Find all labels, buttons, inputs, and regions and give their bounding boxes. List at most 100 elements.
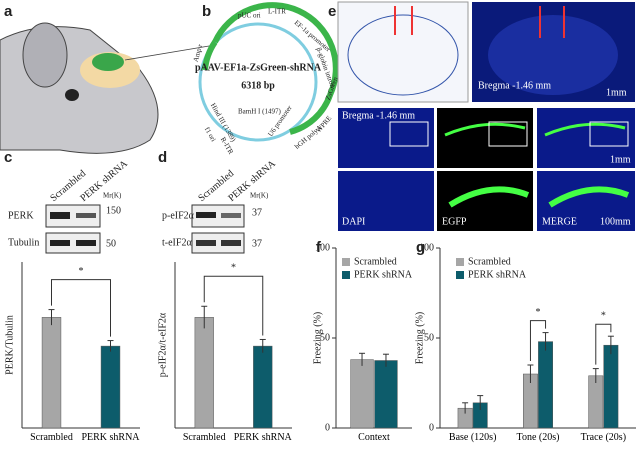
bar <box>100 345 121 429</box>
band <box>50 212 70 219</box>
plasmid-map <box>198 2 339 142</box>
plasmid-feature: BamH I (1497) <box>238 108 281 116</box>
band <box>196 240 216 246</box>
y-axis-label: PERK/Tubulin <box>4 315 15 375</box>
blot-row-label: PERK <box>8 210 34 221</box>
legend-label: PERK shRNA <box>354 269 413 280</box>
significance-label: * <box>536 307 541 318</box>
x-label-box: Tone (20s) <box>516 432 560 443</box>
significance-bracket <box>595 323 612 365</box>
y-tick-label: 0 <box>325 422 330 433</box>
plasmid-feature: f1 ori <box>203 126 218 143</box>
legend-label: Scrambled <box>354 256 397 267</box>
plasmid-size: 6318 bp <box>241 80 275 91</box>
x-label-box: PERK shRNA <box>81 432 140 443</box>
y-axis-label: Freezing (%) <box>414 312 425 364</box>
x-label-box: Scrambled <box>30 432 73 443</box>
band <box>76 240 96 246</box>
blot-row-label: t-eIF2α <box>162 237 192 248</box>
x-tick-label: Context <box>358 432 390 443</box>
mr-label: Mr(K) <box>250 192 269 200</box>
marker: 37 <box>252 238 262 249</box>
bar <box>194 317 214 429</box>
significance-label: * <box>601 310 606 321</box>
blot-row-label: p-eIF2α <box>162 210 195 221</box>
x-label-box: Trace (20s) <box>580 432 627 443</box>
y-tick-label: 100 <box>419 242 434 253</box>
band <box>221 213 241 218</box>
x-label-box: Context <box>358 432 390 443</box>
legend-label: PERK shRNA <box>468 269 527 280</box>
y-tick-label: 50 <box>320 332 330 343</box>
x-tick-label: PERK shRNA <box>233 432 292 443</box>
x-tick-label: Tone (20s) <box>516 432 560 443</box>
channel-label: DAPI <box>342 216 365 227</box>
marker: 50 <box>106 238 116 249</box>
legend-swatch <box>342 258 350 266</box>
bregma-label: Bregma -1.46 mm <box>478 80 551 91</box>
x-label-box: Base (120s) <box>448 432 497 443</box>
band <box>76 213 96 218</box>
plasmid-feature: pUC ori <box>238 12 261 20</box>
bar <box>538 341 553 429</box>
bregma-label: Bregma -1.46 mm <box>342 110 415 121</box>
bar <box>41 317 62 429</box>
mouse-illustration <box>0 22 216 154</box>
panel-label: f <box>316 239 322 256</box>
y-axis-label: p-eIF2α/t-eIF2α <box>157 312 168 377</box>
y-tick-label: 50 <box>424 332 434 343</box>
x-label-box: PERK shRNA <box>233 432 292 443</box>
plasmid-feature: Amp r <box>192 43 205 63</box>
blot <box>45 204 101 228</box>
bar <box>350 359 374 429</box>
scale-label: 1mm <box>610 154 631 165</box>
y-tick-label: 100 <box>315 242 330 253</box>
panel-label: e <box>328 3 336 20</box>
panel-label: g <box>416 239 425 256</box>
band <box>221 240 241 246</box>
x-tick-label: Scrambled <box>182 432 226 443</box>
marker: 150 <box>106 205 121 216</box>
x-tick-label: PERK shRNA <box>81 432 140 443</box>
bar <box>603 344 619 429</box>
legend-label: Scrambled <box>468 256 511 267</box>
scale-label: 100mm <box>600 216 631 227</box>
plasmid-name: pAAV-EF1a-ZsGreen-shRNA <box>195 62 322 73</box>
significance-label: * <box>79 266 84 277</box>
significance-bracket <box>51 279 111 337</box>
panel-label: a <box>4 3 13 20</box>
channel-label: MERGE <box>542 216 577 227</box>
legend-swatch <box>456 258 464 266</box>
mr-label: Mr(K) <box>103 192 122 200</box>
band <box>196 212 216 218</box>
bar <box>374 360 398 429</box>
plasmid-feature: L-ITR <box>268 8 286 16</box>
panel-label: d <box>158 149 167 166</box>
scale-label: 1mm <box>606 87 627 98</box>
histology-images <box>337 1 635 231</box>
band <box>50 240 70 246</box>
significance-bracket <box>529 320 547 361</box>
marker: 37 <box>252 207 262 218</box>
blot <box>191 232 245 254</box>
y-axis-label: Freezing (%) <box>312 312 323 364</box>
blot <box>191 204 245 228</box>
bar <box>588 375 604 429</box>
panel-label: b <box>202 3 211 20</box>
panel-label: c <box>4 149 12 166</box>
x-tick-label: Base (120s) <box>448 432 497 443</box>
blot-row-label: Tubulin <box>8 237 39 248</box>
x-tick-label: Trace (20s) <box>580 432 627 443</box>
y-tick-label: 0 <box>429 422 434 433</box>
significance-bracket <box>203 275 264 336</box>
bar <box>253 345 273 429</box>
x-label-box: Scrambled <box>182 432 226 443</box>
blot <box>45 232 101 254</box>
x-tick-label: Scrambled <box>30 432 73 443</box>
legend-swatch <box>456 271 464 279</box>
significance-label: * <box>231 263 236 274</box>
legend-swatch <box>342 271 350 279</box>
channel-label: EGFP <box>442 216 467 227</box>
